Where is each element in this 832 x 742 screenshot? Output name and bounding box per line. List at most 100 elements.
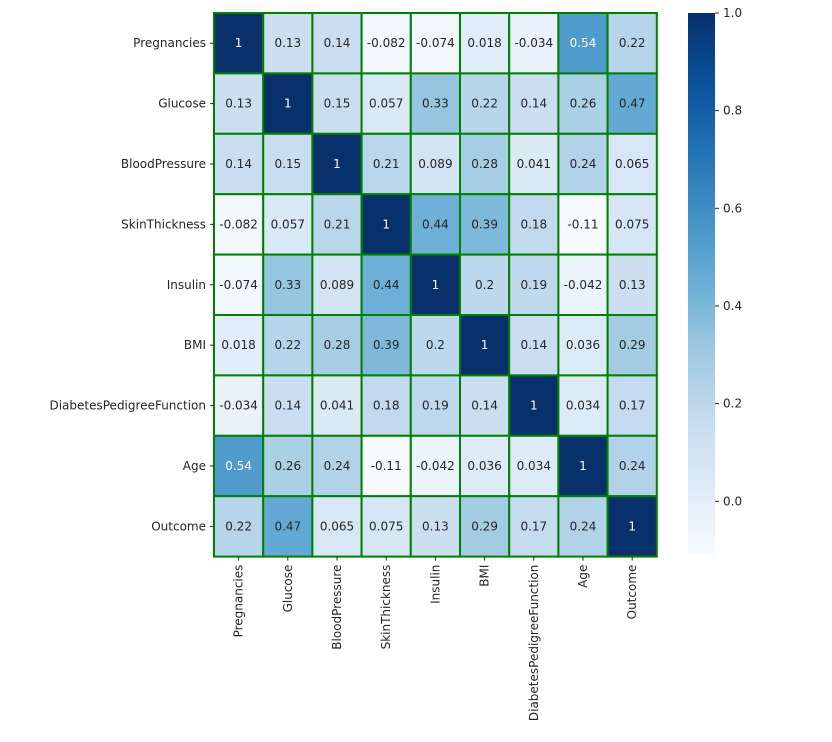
heatmap-cell — [213, 132, 265, 196]
heatmap-cell — [213, 495, 265, 558]
cell-annotation: 1 — [284, 97, 292, 111]
heatmap-cell — [262, 374, 314, 437]
heatmap-cell — [409, 72, 461, 135]
cell-annotation: -0.11 — [371, 459, 402, 473]
heatmap-cell — [557, 72, 609, 135]
x-tick-label: BloodPressure — [330, 565, 344, 650]
colorbar-tick-label: 0.2 — [723, 397, 742, 411]
heatmap-cell — [409, 374, 461, 437]
heatmap-cell — [508, 374, 560, 437]
cell-annotation: 0.041 — [320, 399, 354, 413]
cell-annotation: 0.018 — [221, 338, 255, 352]
cell-annotation: -0.082 — [219, 217, 258, 231]
cell-annotation: 0.057 — [369, 97, 403, 111]
cell-annotation: 0.17 — [520, 519, 547, 533]
cell-annotation: 0.065 — [615, 157, 649, 171]
heatmap-cells: 1 0.13 0.14 -0.082 -0.074 0.018 -0.034 0.54 0.22… — [213, 12, 658, 558]
cell-annotation: 0.13 — [619, 278, 646, 292]
cell-annotation: -0.074 — [416, 36, 455, 50]
cell-annotation: 0.18 — [373, 399, 400, 413]
heatmap-cell — [213, 434, 265, 498]
x-tick-label: Glucose — [281, 565, 295, 613]
cell-annotation: -0.042 — [564, 278, 603, 292]
y-tick-label: Outcome — [151, 519, 206, 533]
heatmap-cell — [409, 434, 461, 498]
cell-annotation: 0.036 — [467, 459, 501, 473]
y-axis-tick-labels: Pregnancies Glucose BloodPressure SkinThick… — [49, 36, 214, 533]
cell-annotation: 0.13 — [422, 519, 449, 533]
y-tick-label: Glucose — [158, 97, 206, 111]
cell-annotation: 0.44 — [373, 278, 400, 292]
heatmap-cell — [606, 253, 658, 317]
y-tick-label: Pregnancies — [133, 36, 206, 50]
heatmap-cell — [459, 12, 511, 75]
colorbar-tick-label: 0.0 — [723, 494, 742, 508]
heatmap-cell — [409, 314, 461, 377]
cell-annotation: 0.14 — [324, 36, 351, 50]
heatmap-cell — [606, 132, 658, 196]
cell-annotation: 0.47 — [274, 519, 301, 533]
cell-annotation: 0.24 — [324, 459, 351, 473]
colorbar-ticks: 0.0 0.2 0.4 0.6 0.8 1.0 — [715, 6, 742, 508]
y-tick-label: BMI — [184, 338, 206, 352]
cell-annotation: 0.034 — [517, 459, 551, 473]
colorbar: 0.0 0.2 0.4 0.6 0.8 1.0 — [688, 6, 742, 555]
cell-annotation: 0.22 — [471, 97, 498, 111]
x-tick-label: Outcome — [625, 565, 639, 620]
heatmap-cell — [459, 434, 511, 498]
cell-annotation: 0.21 — [324, 217, 351, 231]
cell-annotation: 0.14 — [274, 399, 301, 413]
heatmap-cell — [606, 193, 658, 256]
cell-annotation: 0.24 — [570, 519, 597, 533]
cell-annotation: 0.14 — [225, 157, 252, 171]
colorbar-gradient — [688, 13, 715, 555]
cell-annotation: -0.042 — [416, 459, 455, 473]
cell-annotation: 0.14 — [520, 338, 547, 352]
cell-annotation: 1 — [382, 217, 390, 231]
heatmap-cell — [606, 434, 658, 498]
cell-annotation: 0.036 — [566, 338, 600, 352]
cell-annotation: 0.13 — [225, 97, 252, 111]
cell-annotation: -0.034 — [219, 399, 258, 413]
y-tick-label: BloodPressure — [121, 157, 206, 171]
cell-annotation: -0.034 — [514, 36, 553, 50]
x-tick-label: Pregnancies — [232, 565, 246, 638]
y-tick-label: DiabetesPedigreeFunction — [49, 399, 206, 413]
heatmap-cell — [606, 314, 658, 377]
cell-annotation: 0.28 — [324, 338, 351, 352]
cell-annotation: 0.39 — [471, 217, 498, 231]
cell-annotation: -0.082 — [367, 36, 406, 50]
heatmap-cell — [459, 314, 511, 377]
cell-annotation: -0.11 — [567, 217, 598, 231]
cell-annotation: 0.075 — [369, 519, 403, 533]
colorbar-tick-label: 0.6 — [723, 201, 742, 215]
heatmap-cell — [262, 132, 314, 196]
cell-annotation: 0.018 — [467, 36, 501, 50]
heatmap-cell — [360, 314, 412, 377]
x-tick-label: BMI — [478, 565, 492, 587]
cell-annotation: 0.54 — [570, 36, 597, 50]
heatmap-cell — [606, 72, 658, 135]
cell-annotation: 0.15 — [324, 97, 351, 111]
heatmap-cell — [311, 495, 363, 558]
cell-annotation: 0.44 — [422, 217, 449, 231]
cell-annotation: 0.14 — [471, 399, 498, 413]
cell-annotation: 0.26 — [274, 459, 301, 473]
cell-annotation: 0.33 — [422, 97, 449, 111]
heatmap-cell — [360, 193, 412, 256]
cell-annotation: 1 — [579, 459, 587, 473]
cell-annotation: 0.24 — [619, 459, 646, 473]
heatmap-cell — [459, 495, 511, 558]
cell-annotation: 0.089 — [418, 157, 452, 171]
cell-annotation: 0.089 — [320, 278, 354, 292]
heatmap-cell — [459, 253, 511, 317]
cell-annotation: 0.33 — [274, 278, 301, 292]
heatmap-cell — [360, 434, 412, 498]
colorbar-tick-label: 0.4 — [723, 299, 742, 313]
cell-annotation: 1 — [628, 519, 636, 533]
x-axis-tick-labels: Pregnancies Glucose BloodPressure SkinThick… — [232, 556, 639, 721]
cell-annotation: 0.22 — [619, 36, 646, 50]
x-tick-label: Age — [576, 565, 590, 588]
cell-annotation: 0.2 — [426, 338, 445, 352]
x-tick-label: SkinThickness — [379, 565, 393, 650]
